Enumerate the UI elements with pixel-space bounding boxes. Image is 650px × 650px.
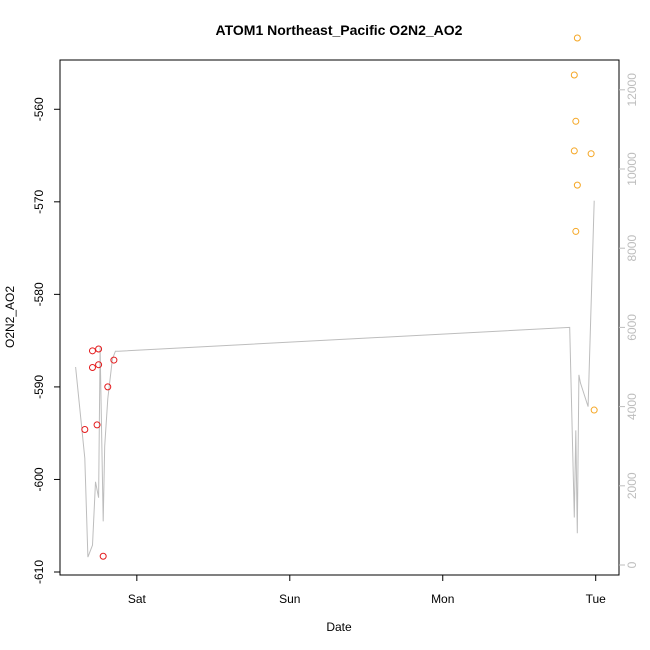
- x-tick-label: Mon: [431, 592, 454, 606]
- point-orange: [573, 181, 581, 189]
- point-orange: [570, 71, 578, 79]
- point-red: [104, 383, 112, 391]
- y2-tick-label: 10000: [625, 152, 639, 186]
- y-axis-right: 0 2000 4000 6000 8000 10000 12000: [619, 73, 639, 568]
- y-tick-label: -590: [32, 375, 46, 399]
- y2-tick-label: 12000: [625, 73, 639, 107]
- point-red: [88, 363, 96, 371]
- line-series: [75, 200, 595, 558]
- y2-tick-label: 6000: [625, 314, 639, 341]
- point-orange: [587, 150, 595, 158]
- point-orange: [572, 227, 580, 235]
- point-red: [95, 345, 103, 353]
- point-orange: [573, 34, 581, 42]
- point-red: [88, 347, 96, 355]
- point-red: [95, 361, 103, 369]
- point-orange: [572, 117, 580, 125]
- x-tick-label: Tue: [586, 592, 607, 606]
- point-red: [93, 421, 101, 429]
- series-line: [75, 200, 595, 558]
- x-axis: Sat Sun Mon Tue: [128, 574, 607, 606]
- y-tick-label: -600: [32, 467, 46, 491]
- y2-tick-label: 8000: [625, 235, 639, 262]
- x-tick-label: Sat: [128, 592, 147, 606]
- point-orange: [590, 406, 598, 414]
- y2-tick-label: 2000: [625, 472, 639, 499]
- points-orange-series: [570, 34, 598, 414]
- point-red: [81, 425, 89, 433]
- y-tick-label: -580: [32, 282, 46, 306]
- y-tick-label: -570: [32, 189, 46, 213]
- y-tick-label: -610: [32, 560, 46, 584]
- point-orange: [570, 147, 578, 155]
- y-axis-label: O2N2_AO2: [3, 286, 17, 348]
- y2-tick-label: 4000: [625, 393, 639, 420]
- y2-tick-label: 0: [625, 561, 639, 568]
- y-axis-left: -610 -600 -590 -580 -570 -560: [32, 97, 60, 584]
- x-axis-label: Date: [326, 620, 352, 634]
- point-red: [110, 356, 118, 364]
- chart-title: ATOM1 Northeast_Pacific O2N2_AO2: [216, 22, 463, 38]
- x-tick-label: Sun: [279, 592, 300, 606]
- point-red: [99, 552, 107, 560]
- plot-frame: [59, 59, 620, 576]
- y-tick-label: -560: [32, 97, 46, 121]
- points-red-series: [81, 345, 118, 560]
